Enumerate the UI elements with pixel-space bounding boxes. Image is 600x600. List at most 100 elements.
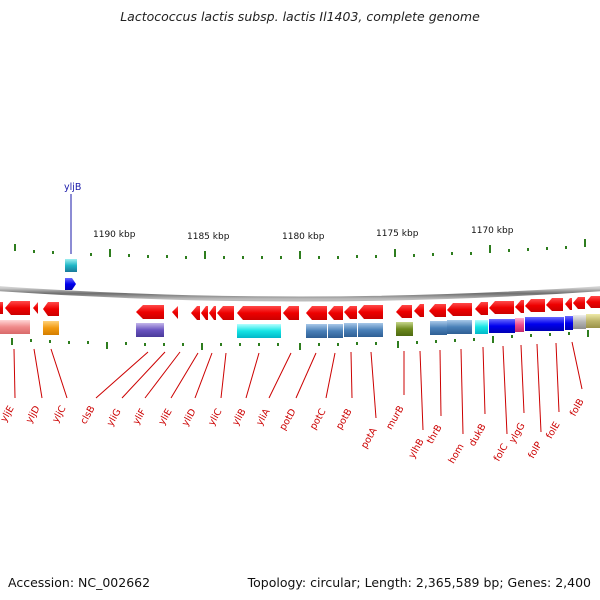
leader-line: [268, 352, 292, 399]
leader-line: [555, 342, 560, 413]
gene-label: thrB: [425, 423, 445, 446]
ruler-labels: 1190 kbp 1185 kbp 1180 kbp 1175 kbp 1170…: [93, 226, 514, 242]
leader-line: [419, 350, 424, 431]
gene-arrow: [586, 296, 600, 308]
leader-line: [144, 351, 181, 399]
gene-arrow: [328, 306, 343, 320]
ruler-label: 1190 kbp: [93, 230, 136, 240]
gene-arrow: [515, 300, 524, 313]
accession-text: Accession: NC_002662: [8, 575, 151, 590]
leader-line: [520, 344, 525, 414]
cog-box: [344, 323, 357, 337]
leader-line: [13, 348, 16, 399]
ruler-label: 1185 kbp: [187, 232, 230, 242]
gene-label: clsB: [78, 404, 97, 426]
gene-label: dukB: [467, 422, 489, 448]
gene-arrow: [136, 305, 164, 319]
top-gene-label: yljB: [64, 182, 81, 193]
cog-box: [358, 323, 383, 337]
gene-label: folB: [568, 397, 587, 418]
gene-label: folE: [544, 420, 562, 441]
gene-arrow: [283, 306, 299, 320]
leader-line: [121, 351, 166, 399]
gene-arrow: [429, 304, 446, 317]
cog-box: [328, 324, 343, 338]
gene-label: yljE: [0, 404, 17, 424]
leader-line: [325, 352, 336, 399]
cog-box: [0, 320, 30, 334]
cog-box: [475, 320, 488, 334]
leader-line: [536, 343, 542, 433]
gene-label: yliD: [180, 407, 199, 428]
cog-box: [136, 323, 164, 337]
gene-arrow: [217, 306, 234, 320]
gene-arrow: [172, 306, 178, 319]
leader-line: [33, 348, 43, 399]
gene-label: folC: [492, 442, 511, 464]
cog-box: [515, 318, 524, 332]
gene-arrow: [573, 297, 585, 309]
gene-label: yliG: [105, 407, 124, 428]
leader-line: [502, 345, 508, 435]
ruler-label: 1170 kbp: [471, 226, 514, 236]
gene-label: yljC: [50, 404, 68, 425]
gene-arrow: [546, 298, 563, 311]
gene-label: ylhB: [407, 437, 427, 461]
cog-box: [586, 314, 600, 328]
gene-arrow: [43, 302, 59, 316]
gene-label: potD: [278, 407, 299, 432]
leader-line: [460, 348, 464, 435]
gene-arrow: [475, 302, 488, 315]
gene-arrow: [191, 306, 200, 320]
gene-arrows: [0, 296, 600, 320]
gene-arrow: [344, 306, 357, 319]
gene-label: murB: [384, 404, 406, 432]
gene-arrow: [0, 302, 3, 314]
gene-arrow: [489, 301, 514, 314]
gene-label: potA: [359, 426, 380, 451]
gene-arrow: [306, 306, 327, 320]
gene-arrow: [525, 299, 545, 312]
leader-line: [439, 349, 442, 417]
top-gene-arrow: [65, 278, 76, 290]
gene-arrow: [414, 304, 424, 317]
inner-scale-ticks: [11, 330, 589, 350]
leader-line: [295, 352, 317, 399]
cog-box: [447, 320, 472, 334]
top-gene-group: yljB: [64, 182, 81, 290]
gene-arrow: [5, 301, 30, 315]
gene-arrow: [396, 305, 412, 318]
cog-box: [237, 324, 281, 338]
cog-box: [525, 317, 564, 331]
gene-label: potC: [308, 407, 329, 432]
cog-box: [306, 324, 327, 338]
ruler-label: 1175 kbp: [376, 229, 419, 239]
gene-label: yliA: [254, 407, 272, 428]
gene-label: potB: [334, 407, 355, 432]
gene-label: yljD: [24, 404, 43, 425]
gene-arrow: [447, 303, 472, 316]
top-gene-cog-box: [65, 259, 77, 272]
gene-label: yliF: [131, 407, 149, 427]
leader-line: [170, 352, 199, 399]
genome-summary-text: Topology: circular; Length: 2,365,589 bp…: [247, 575, 591, 590]
gene-label: yliB: [230, 407, 248, 428]
cog-box: [430, 321, 447, 335]
cog-box: [565, 316, 573, 330]
gene-arrow: [237, 306, 281, 320]
gene-label: yliE: [157, 407, 175, 427]
genome-title: Lactococcus lactis subsp. lactis Il1403,…: [120, 9, 480, 24]
cog-boxes: [0, 314, 600, 338]
cog-box: [396, 322, 413, 336]
ruler-label: 1180 kbp: [282, 232, 325, 242]
leader-line: [194, 352, 213, 399]
leader-line: [220, 352, 227, 399]
gene-arrow: [201, 306, 208, 320]
gene-arrow: [358, 305, 383, 319]
gene-label: yliC: [206, 407, 224, 428]
gene-label: folP: [526, 440, 544, 461]
gene-label: hom: [447, 442, 467, 466]
gene-arrow: [565, 298, 572, 310]
gene-labels: yljE yljD yljC clsB yliG yliF yliE yliD …: [0, 397, 587, 466]
